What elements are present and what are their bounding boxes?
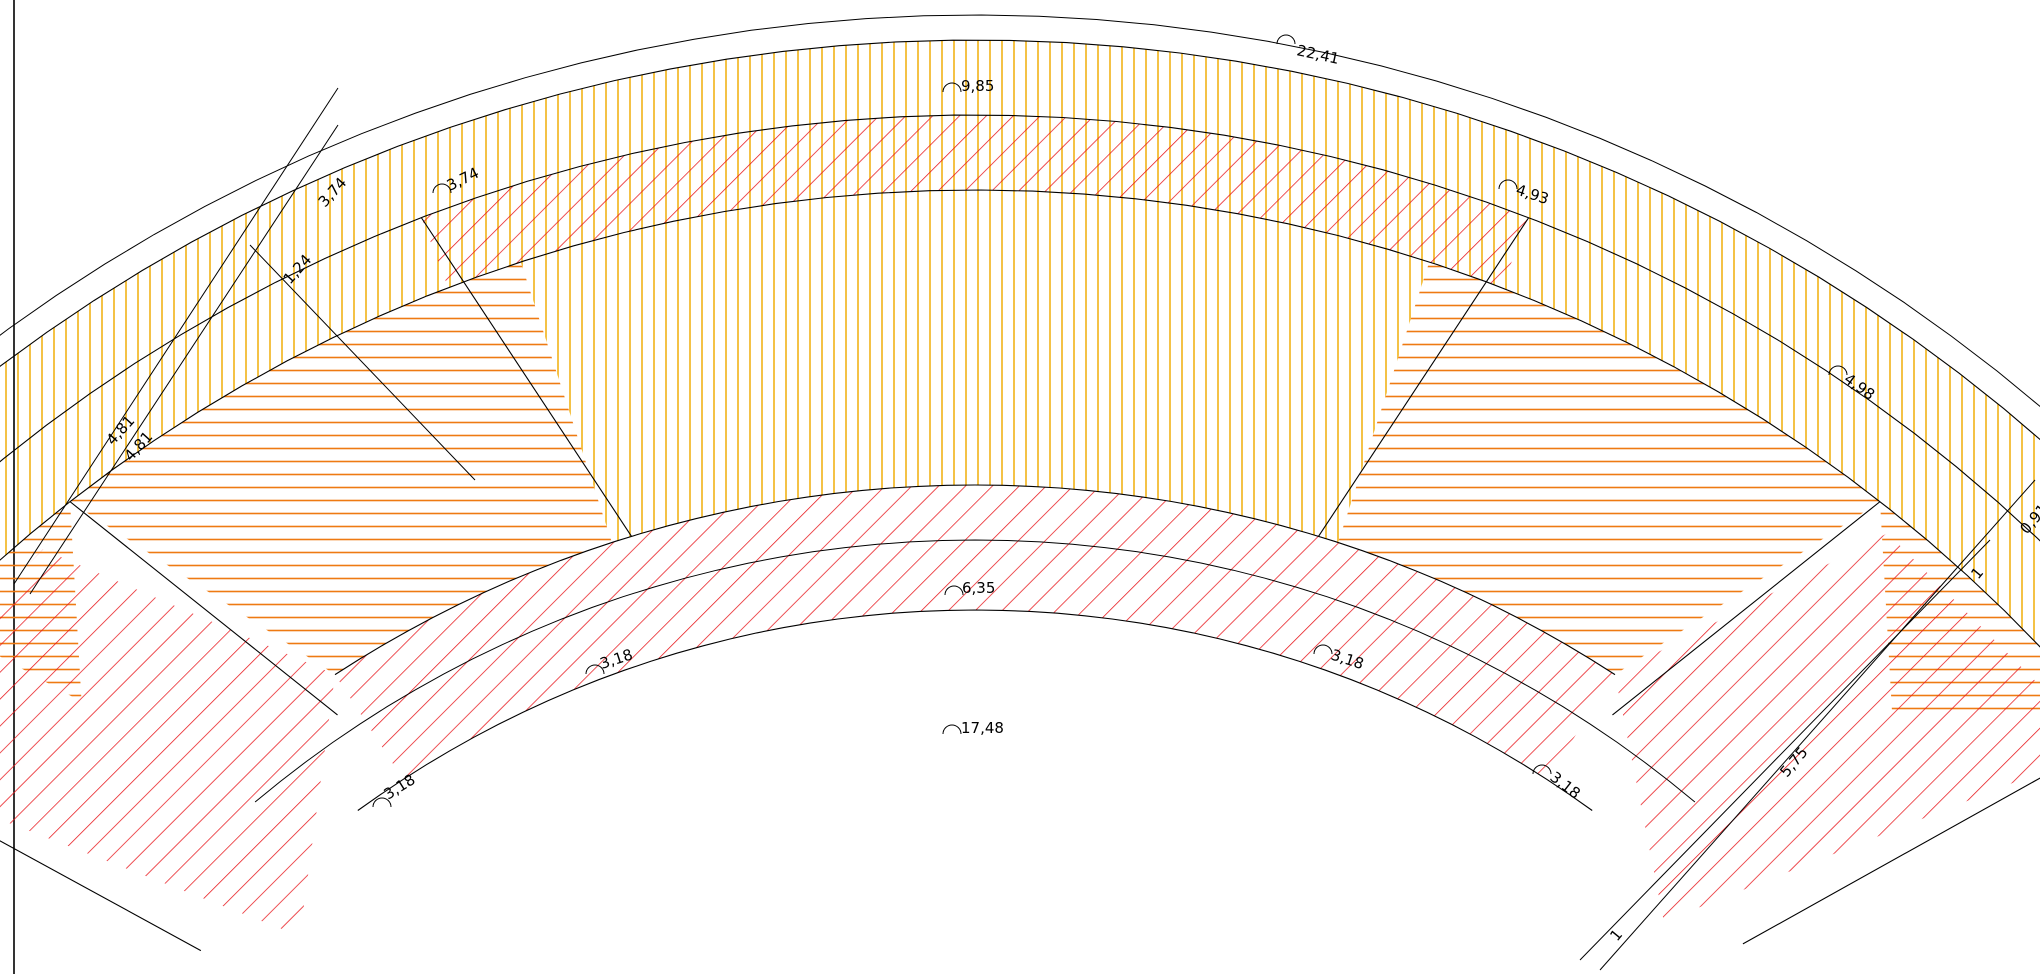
right-orange-region bbox=[1338, 261, 1880, 675]
section-edges bbox=[0, 39, 2040, 952]
inner-edge-arc-1 bbox=[0, 114, 2040, 542]
inner-edge-arc-3 bbox=[334, 484, 1616, 676]
right-red-block bbox=[1614, 533, 2040, 922]
label-right-radial-4: 1 bbox=[1606, 926, 1626, 945]
label-inner-arc: 17,48 bbox=[961, 719, 1004, 737]
radial-edge-0 bbox=[420, 217, 632, 537]
arc-label-inner: 17,48 bbox=[942, 719, 1004, 737]
arc-label-outer: 22,41 bbox=[1276, 34, 1341, 68]
arc-label-bottom-left-2: 3,18 bbox=[372, 770, 419, 808]
left-dim-line-2 bbox=[29, 124, 339, 595]
label-bottom-left-arc-2: 3,18 bbox=[381, 770, 419, 803]
arc-label-bottom-middle: 6,35 bbox=[944, 579, 995, 597]
label-bottom-middle-arc: 6,35 bbox=[962, 579, 995, 597]
inner-edge-arc-2 bbox=[0, 189, 2040, 648]
label-bottom-right-arc-2: 3,18 bbox=[1547, 768, 1584, 803]
radial-edge-1 bbox=[1318, 217, 1530, 537]
dimension-lines bbox=[0, 14, 2040, 971]
right-dim-line-1 bbox=[1599, 479, 2036, 971]
outer-edge-arc bbox=[0, 39, 2040, 441]
right-dim-line-2 bbox=[1579, 539, 1991, 961]
inner-edge-arc bbox=[357, 609, 1593, 811]
radial-edge-5 bbox=[1742, 777, 2040, 945]
label-outer-arc: 22,41 bbox=[1295, 41, 1341, 68]
radial-edge-4 bbox=[0, 840, 202, 952]
central-yellow-region bbox=[520, 190, 1430, 543]
label-top-middle-arc: 9,85 bbox=[961, 77, 994, 95]
left-dim-line-1 bbox=[13, 87, 339, 585]
outer-dim-arc bbox=[0, 14, 2040, 408]
left-orange-region bbox=[70, 261, 612, 675]
radial-edge-2 bbox=[69, 501, 338, 716]
inner-dim-arc bbox=[254, 539, 1696, 803]
bottom-red-band bbox=[335, 485, 1615, 780]
left-dim-line-3 bbox=[249, 244, 476, 481]
arc-label-top-middle: 9,85 bbox=[942, 77, 994, 95]
radial-edge-3 bbox=[1612, 501, 1881, 716]
top-red-segment bbox=[421, 115, 1529, 288]
